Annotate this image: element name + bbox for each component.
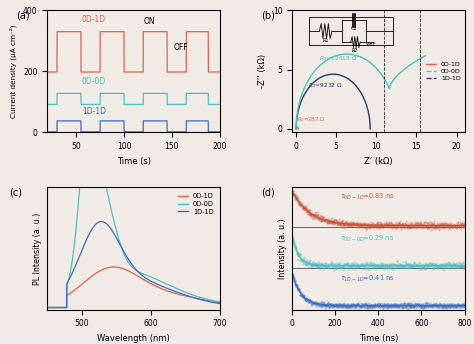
Legend: 0D-1D, 0D-0D, 1D-1D: 0D-1D, 0D-0D, 1D-1D bbox=[175, 191, 217, 217]
Text: $R_2$=12618 $\Omega$: $R_2$=12618 $\Omega$ bbox=[319, 54, 357, 63]
1D-1D bbox=[186, 119, 192, 123]
1D-1D bbox=[219, 302, 224, 306]
Text: $\tau_{1D-1D}$=0.41 ns: $\tau_{1D-1D}$=0.41 ns bbox=[339, 273, 394, 283]
0D-0D bbox=[127, 262, 133, 267]
1D-1D bbox=[54, 305, 59, 310]
Line: 0D-1D: 0D-1D bbox=[47, 267, 227, 308]
0D-0D bbox=[132, 267, 137, 271]
0D-1D bbox=[157, 30, 163, 34]
Line: 1D-1D: 1D-1D bbox=[47, 222, 227, 308]
0D-0D bbox=[217, 102, 223, 106]
Y-axis label: PL Intensity (a. u.): PL Intensity (a. u.) bbox=[33, 212, 42, 285]
0D-0D bbox=[45, 102, 50, 106]
0D-0D bbox=[173, 102, 179, 106]
1D-1D bbox=[54, 119, 60, 123]
1D-1D bbox=[45, 305, 50, 310]
0D-1D bbox=[76, 30, 82, 34]
0D-0D bbox=[76, 91, 82, 95]
0D-1D bbox=[45, 70, 50, 74]
Line: 0D-1D: 0D-1D bbox=[47, 32, 220, 72]
0D-1D bbox=[54, 305, 59, 310]
X-axis label: Time (ns): Time (ns) bbox=[359, 334, 398, 343]
0D-1D bbox=[186, 30, 192, 34]
1D-1D bbox=[76, 119, 82, 123]
Line: 0D-0D: 0D-0D bbox=[47, 110, 227, 308]
0D-1D bbox=[186, 294, 191, 299]
0D-0D bbox=[219, 300, 224, 304]
1D-1D bbox=[224, 302, 229, 307]
1D-1D bbox=[148, 119, 154, 123]
1D-1D bbox=[219, 302, 224, 306]
Text: (d): (d) bbox=[261, 187, 275, 197]
0D-1D bbox=[111, 265, 117, 269]
Text: OFF: OFF bbox=[174, 43, 189, 52]
Text: $\tau_{0D-1D}$=0.83 ns: $\tau_{0D-1D}$=0.83 ns bbox=[339, 192, 394, 202]
0D-1D bbox=[217, 70, 223, 74]
0D-0D bbox=[45, 305, 50, 310]
0D-0D bbox=[87, 108, 93, 112]
X-axis label: Z’ (kΩ): Z’ (kΩ) bbox=[364, 157, 392, 166]
1D-1D bbox=[99, 219, 104, 224]
0D-1D bbox=[224, 301, 229, 305]
X-axis label: Wavelength (nm): Wavelength (nm) bbox=[97, 334, 170, 343]
1D-1D bbox=[173, 130, 179, 134]
Text: 0D-0D: 0D-0D bbox=[82, 77, 106, 86]
1D-1D bbox=[217, 130, 223, 134]
0D-0D bbox=[157, 91, 163, 95]
0D-0D bbox=[54, 91, 60, 95]
Text: 0D-1D: 0D-1D bbox=[82, 15, 106, 24]
0D-1D bbox=[219, 301, 224, 305]
Y-axis label: Intensity (a. u.): Intensity (a. u.) bbox=[278, 218, 287, 279]
X-axis label: Time (s): Time (s) bbox=[117, 157, 151, 166]
Line: 1D-1D: 1D-1D bbox=[47, 121, 220, 132]
Legend: 0D-1D, 0D-0D, 1D-1D: 0D-1D, 0D-0D, 1D-1D bbox=[424, 59, 463, 84]
0D-0D bbox=[54, 305, 59, 310]
Text: $\tau_{0D-0D}$=0.29 ns: $\tau_{0D-0D}$=0.29 ns bbox=[339, 233, 394, 244]
1D-1D bbox=[110, 119, 116, 123]
1D-1D bbox=[157, 119, 163, 123]
0D-0D bbox=[224, 301, 229, 305]
0D-1D bbox=[148, 30, 154, 34]
Text: (b): (b) bbox=[261, 10, 275, 20]
1D-1D bbox=[45, 130, 50, 134]
0D-1D bbox=[54, 30, 60, 34]
0D-0D bbox=[219, 300, 224, 304]
0D-0D bbox=[186, 291, 191, 295]
Text: (a): (a) bbox=[17, 10, 30, 20]
1D-1D bbox=[186, 294, 191, 298]
Text: (c): (c) bbox=[9, 187, 22, 197]
0D-0D bbox=[186, 91, 192, 95]
0D-0D bbox=[148, 91, 154, 95]
Line: 0D-0D: 0D-0D bbox=[47, 93, 220, 104]
0D-1D bbox=[219, 301, 224, 305]
0D-1D bbox=[173, 70, 179, 74]
0D-1D bbox=[110, 30, 116, 34]
Text: 1D-1D: 1D-1D bbox=[82, 107, 106, 116]
0D-1D bbox=[127, 270, 133, 274]
0D-0D bbox=[110, 91, 116, 95]
Text: ON: ON bbox=[144, 17, 155, 26]
Text: $R_2$=9232 $\Omega$: $R_2$=9232 $\Omega$ bbox=[308, 82, 343, 90]
Y-axis label: -Z’’ (kΩ): -Z’’ (kΩ) bbox=[258, 54, 267, 88]
0D-1D bbox=[45, 305, 50, 310]
1D-1D bbox=[127, 259, 133, 264]
Text: $R_2$=287 $\Omega$: $R_2$=287 $\Omega$ bbox=[297, 115, 325, 124]
Y-axis label: Current density (μA cm⁻²): Current density (μA cm⁻²) bbox=[10, 25, 18, 118]
0D-1D bbox=[132, 272, 137, 276]
1D-1D bbox=[132, 266, 137, 270]
